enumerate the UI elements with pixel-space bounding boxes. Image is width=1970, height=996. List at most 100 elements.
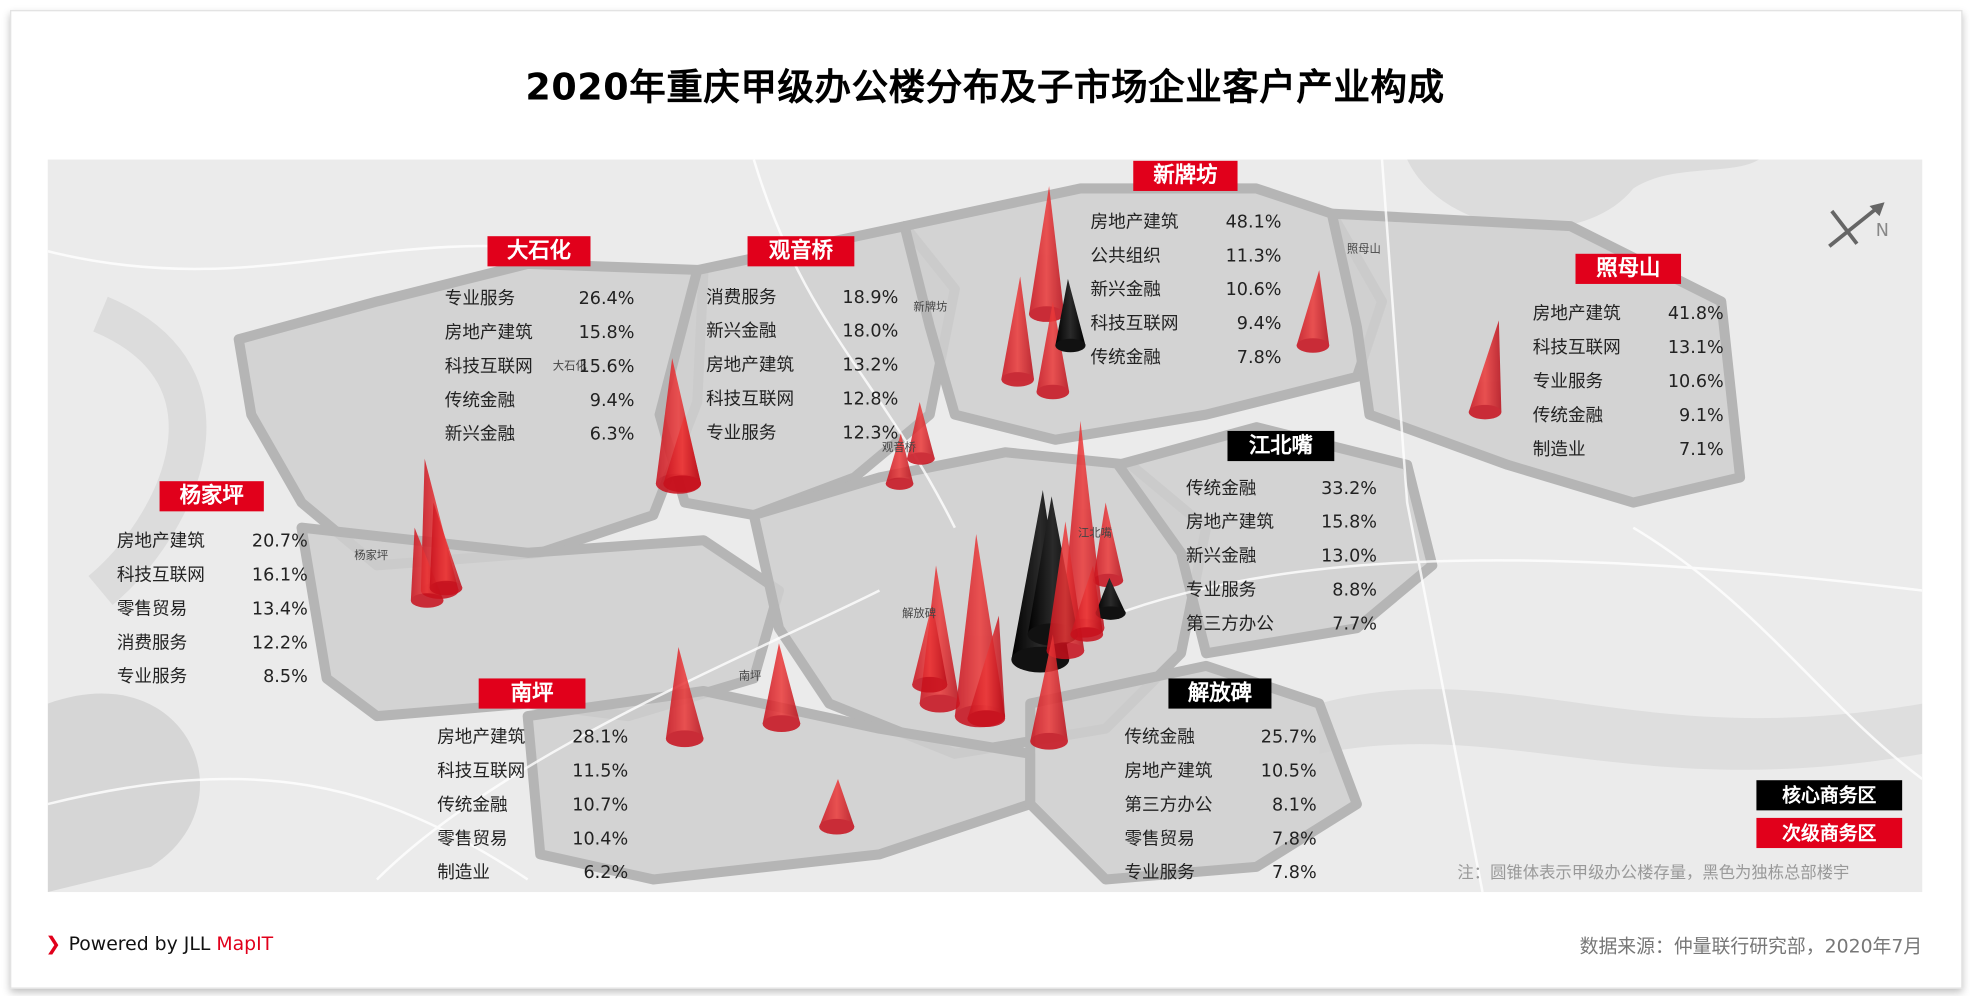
sector-share: 6.2%	[583, 863, 629, 884]
sector-share: 20.7%	[251, 531, 308, 552]
core-building-cone	[1055, 278, 1086, 353]
office-stock-cone	[429, 502, 463, 596]
brand-mapit[interactable]: MapIT	[216, 932, 274, 955]
sector-share: 7.8%	[1236, 348, 1282, 369]
district-tag-nanping: 南坪	[478, 678, 586, 709]
sector-row: 传统金融 25.7%	[1124, 726, 1316, 760]
sector-name: 公共组织	[1090, 246, 1161, 267]
sector-name: 零售贸易	[437, 829, 508, 850]
sector-row: 第三方办公 8.1%	[1124, 794, 1316, 828]
sector-row: 房地产建筑 13.2%	[706, 354, 898, 388]
sector-row: 房地产建筑 15.8%	[445, 322, 635, 356]
sector-share: 8.8%	[1332, 580, 1377, 601]
sector-row: 传统金融 7.8%	[1091, 347, 1282, 381]
office-stock-cone	[912, 603, 948, 693]
map-label-nanping: 南坪	[738, 670, 762, 684]
sector-share: 7.1%	[1679, 439, 1724, 460]
office-stock-cone	[1028, 185, 1065, 322]
map-label-dashihua: 大石化	[552, 360, 587, 374]
sector-list-zhaomushan: 房地产建筑 41.8% 科技互联网 13.1% 专业服务 10.6% 传统金融 9.1% 制造业…	[1533, 303, 1724, 473]
district-tag-jiefangbei: 解放碑	[1168, 678, 1272, 709]
sector-name: 房地产建筑	[706, 355, 795, 376]
office-stock-cone	[907, 402, 935, 465]
sector-share: 10.5%	[1260, 761, 1317, 782]
sector-row: 新兴金融 13.0%	[1186, 545, 1377, 579]
district-tag-yangjiaping: 杨家坪	[159, 481, 264, 512]
sector-list-xinpaifang: 房地产建筑 48.1% 公共组织 11.3% 新兴金融 10.6% 科技互联网 9.4% 传统金…	[1091, 211, 1282, 381]
office-stock-cone	[1093, 502, 1124, 588]
sector-list-guanyinqiao: 消费服务 18.9% 新兴金融 18.0% 房地产建筑 13.2% 科技互联网 12.8% 专业…	[706, 286, 898, 456]
office-stock-cone	[1036, 301, 1070, 400]
sector-row: 传统金融 33.2%	[1186, 477, 1377, 511]
sector-list-jiefangbei: 传统金融 25.7% 房地产建筑 10.5% 第三方办公 8.1% 零售贸易 7.8% 专业服务…	[1124, 726, 1316, 896]
sector-name: 科技互联网	[437, 761, 526, 782]
sector-name: 科技互联网	[444, 356, 533, 377]
sector-row: 制造业 7.1%	[1533, 438, 1724, 472]
sector-row: 房地产建筑 28.1%	[437, 726, 628, 760]
office-stock-cone	[762, 643, 801, 733]
sector-share: 41.8%	[1667, 304, 1724, 325]
sector-row: 传统金融 9.1%	[1533, 405, 1724, 439]
sector-name: 专业服务	[1186, 580, 1257, 601]
sector-share: 11.3%	[1225, 246, 1282, 267]
sector-share: 9.4%	[1236, 314, 1282, 335]
sector-row: 零售贸易 7.8%	[1124, 828, 1316, 862]
legend-secondary: 次级商务区	[1756, 817, 1903, 849]
map-base	[47, 159, 1923, 893]
sector-share: 10.6%	[1667, 371, 1724, 392]
cone-layer	[410, 185, 1502, 835]
sector-share: 12.3%	[842, 423, 899, 444]
office-stock-cone	[819, 778, 855, 835]
map-label-xinpaifang: 新牌坊	[913, 301, 948, 315]
office-stock-cone	[967, 615, 1006, 728]
sector-row: 制造业 6.2%	[437, 862, 628, 896]
sector-row: 专业服务 8.5%	[117, 666, 308, 700]
sector-share: 7.7%	[1332, 614, 1377, 635]
sector-name: 传统金融	[1124, 727, 1195, 748]
sector-row: 房地产建筑 20.7%	[117, 530, 308, 564]
office-stock-cone	[1070, 565, 1104, 642]
district-tag-zhaomushan: 照母山	[1575, 253, 1682, 284]
sector-row: 科技互联网 11.5%	[437, 760, 628, 794]
map[interactable]: 大石化 新牌坊 观音桥 杨家坪 南坪 解放碑 照母山 江北嘴	[47, 159, 1923, 893]
sector-row: 房地产建筑 10.5%	[1124, 760, 1316, 794]
sector-name: 新兴金融	[1090, 280, 1161, 301]
sector-name: 科技互联网	[116, 565, 205, 586]
sector-name: 零售贸易	[1124, 829, 1195, 850]
sector-name: 传统金融	[1532, 405, 1604, 426]
powered-by: ❯ Powered by JLL MapIT	[45, 932, 273, 955]
office-stock-cone	[1030, 634, 1068, 750]
district-tag-dashihua: 大石化	[487, 236, 591, 267]
sector-row: 专业服务 7.8%	[1124, 862, 1316, 896]
north-arrow-icon: N	[1824, 199, 1894, 257]
sector-row: 传统金融 10.7%	[437, 794, 628, 828]
sector-share: 9.4%	[589, 390, 635, 411]
sector-name: 零售贸易	[116, 599, 188, 620]
sector-name: 专业服务	[116, 667, 188, 688]
page-title: 2020年重庆甲级办公楼分布及子市场企业客户产业构成	[525, 65, 1445, 109]
sector-name: 房地产建筑	[1124, 761, 1213, 782]
sector-share: 18.9%	[842, 287, 899, 308]
sector-name: 传统金融	[437, 795, 508, 816]
sector-row: 专业服务 12.3%	[706, 422, 898, 456]
sector-list-yangjiaping: 房地产建筑 20.7% 科技互联网 16.1% 零售贸易 13.4% 消费服务 12.2% 专业…	[117, 530, 308, 700]
sector-row: 公共组织 11.3%	[1091, 245, 1282, 279]
sector-row: 科技互联网 13.1%	[1533, 337, 1724, 371]
sector-share: 11.5%	[572, 761, 629, 782]
legend-core: 核心商务区	[1756, 780, 1903, 811]
sector-share: 15.8%	[1321, 512, 1377, 533]
sector-share: 10.4%	[572, 829, 629, 850]
sector-share: 18.0%	[842, 321, 899, 342]
sector-name: 专业服务	[444, 288, 516, 310]
district-tag-jiangbeizui: 江北嘴	[1227, 430, 1335, 462]
powered-by-text: Powered by JLL	[68, 932, 217, 955]
sector-name: 新兴金融	[1186, 546, 1257, 567]
sector-share: 10.6%	[1225, 280, 1282, 301]
sector-name: 消费服务	[706, 287, 777, 308]
sector-row: 第三方办公 7.7%	[1186, 613, 1377, 647]
sector-share: 28.1%	[572, 727, 629, 748]
sector-name: 第三方办公	[1124, 795, 1213, 816]
district-tag-guanyinqiao: 观音桥	[747, 236, 855, 267]
office-stock-cone	[1001, 276, 1035, 387]
map-label-guanyinqiao: 观音桥	[881, 442, 916, 455]
